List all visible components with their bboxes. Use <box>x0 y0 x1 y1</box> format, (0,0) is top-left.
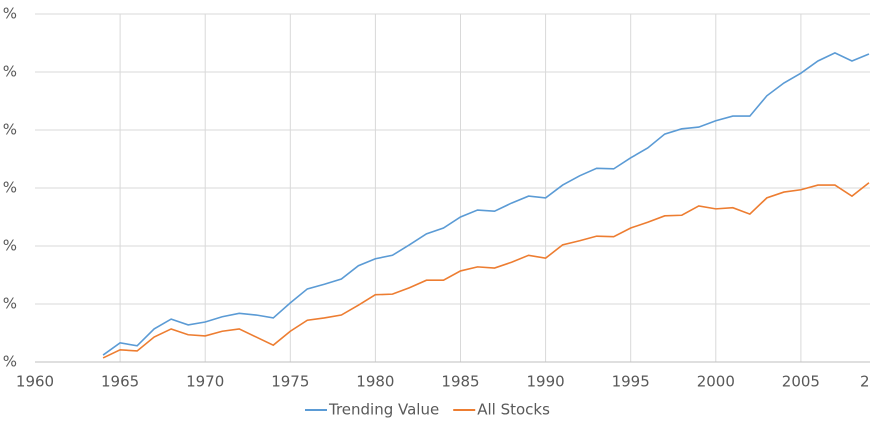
y-tick-label: % <box>3 179 17 197</box>
x-tick-label: 1970 <box>186 373 224 391</box>
x-tick-label: 1960 <box>16 373 54 391</box>
x-tick-label: 1990 <box>527 373 565 391</box>
y-tick-label: % <box>3 121 17 139</box>
x-tick-label: 1985 <box>441 373 479 391</box>
x-tick-label: 1995 <box>612 373 650 391</box>
x-tick-label: 1975 <box>271 373 309 391</box>
y-tick-label: % <box>3 5 17 23</box>
x-tick-label: 2005 <box>782 373 820 391</box>
data-line <box>102 182 870 359</box>
x-tick-label: 1980 <box>356 373 394 391</box>
y-tick-label: % <box>3 237 17 255</box>
y-tick-label: % <box>3 353 17 371</box>
y-tick-label: % <box>3 295 17 313</box>
y-tick-label: % <box>3 63 17 81</box>
legend-label: All Stocks <box>477 401 550 419</box>
data-line <box>102 51 870 356</box>
legend-label: Trending Value <box>328 401 439 419</box>
x-tick-label: 2000 <box>697 373 735 391</box>
x-tick-label: 2 <box>860 373 870 391</box>
x-tick-label: 1965 <box>101 373 139 391</box>
